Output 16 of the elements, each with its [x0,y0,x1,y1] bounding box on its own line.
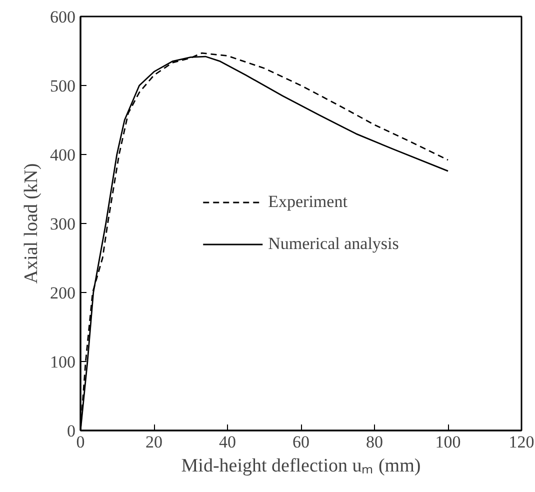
x-tick-label: 80 [366,432,383,452]
y-tick-label: 300 [50,214,76,234]
x-tick-label: 120 [508,432,534,452]
x-tick-label: 100 [435,432,461,452]
y-tick-label: 600 [50,8,76,26]
legend-label: Numerical analysis [268,234,399,254]
y-tick-label: 100 [50,352,76,372]
x-tick-label: 60 [292,432,310,452]
y-axis-title: Axial load (kN) [21,163,42,284]
y-tick-label: 500 [50,76,76,96]
y-tick-label: 400 [50,146,76,164]
x-axis-title: Mid-height deflection uₘ (mm) [181,456,421,476]
x-tick-label: 20 [146,432,162,452]
legend-label: Experiment [268,192,348,212]
y-tick-label: 200 [50,284,76,302]
x-tick-label: 40 [219,432,236,452]
